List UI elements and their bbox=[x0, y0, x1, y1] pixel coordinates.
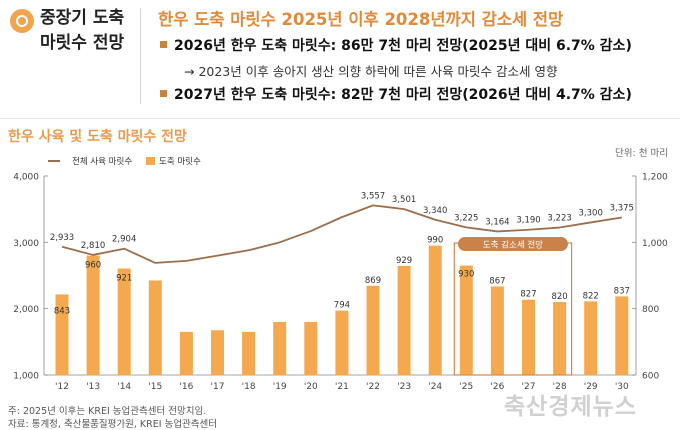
bar-label-'22: 869 bbox=[365, 276, 381, 286]
unit-label: 단위: 천 마리 bbox=[615, 148, 668, 159]
bar-'24 bbox=[428, 245, 442, 375]
vertical-divider bbox=[140, 8, 141, 104]
bar-'14 bbox=[117, 268, 131, 375]
legend-bar-swatch bbox=[146, 157, 155, 165]
bar-label-'24: 990 bbox=[427, 236, 443, 246]
x-tick-label-'29: '29 bbox=[584, 382, 598, 392]
highlight-label: 도축 감소세 전망 bbox=[483, 240, 543, 251]
bar-'19 bbox=[273, 321, 287, 375]
bar-label-'26: 867 bbox=[489, 276, 505, 286]
x-tick-label-'14: '14 bbox=[117, 382, 131, 392]
x-tick-label-'25: '25 bbox=[459, 382, 473, 392]
bar-label-'12: 843 bbox=[54, 306, 70, 316]
section-title: 중장기 도축 마릿수 전망 bbox=[40, 6, 124, 56]
bar-label-'23: 929 bbox=[396, 256, 412, 266]
line-label-'29: 3,300 bbox=[579, 208, 603, 218]
bar-'23 bbox=[397, 265, 411, 375]
bar-label-'29: 822 bbox=[583, 291, 599, 301]
headline: 한우 도축 마릿수 2025년 이후 2028년까지 감소세 전망 bbox=[158, 10, 564, 29]
line-label-'30: 3,375 bbox=[610, 203, 634, 213]
right-tick-label: 1,000 bbox=[642, 239, 668, 249]
line-label-'24: 3,340 bbox=[423, 206, 447, 216]
bar-label-'21: 794 bbox=[334, 301, 350, 311]
x-tick-label-'15: '15 bbox=[148, 382, 162, 392]
bar-'18 bbox=[242, 331, 256, 375]
left-tick-label: 3,000 bbox=[13, 239, 39, 249]
bullet-square-icon bbox=[160, 40, 167, 48]
bar-'27 bbox=[522, 299, 535, 375]
highlight-pill bbox=[457, 237, 568, 251]
bar-label-'14: 921 bbox=[116, 274, 132, 284]
footnote-2: 자료: 통계청, 축산물품질평가원, KREI 농업관측센터 bbox=[8, 419, 218, 430]
bullet-square-icon bbox=[160, 89, 167, 97]
bullet-2026-text: 2026년 한우 도축 마릿수: 86만 7천 마리 전망(2025년 대비 6… bbox=[174, 38, 632, 54]
x-tick-label-'26: '26 bbox=[490, 382, 504, 392]
left-tick-label: 4,000 bbox=[13, 173, 39, 183]
x-tick-label-'27: '27 bbox=[522, 382, 536, 392]
x-tick-label-'18: '18 bbox=[242, 382, 256, 392]
bar-label-'25: 930 bbox=[458, 270, 474, 280]
bar-'16 bbox=[179, 331, 193, 375]
x-tick-label-'30: '30 bbox=[615, 382, 629, 392]
x-tick-label-'23: '23 bbox=[397, 382, 411, 392]
bar-'17 bbox=[211, 330, 224, 375]
bar-'21 bbox=[335, 310, 349, 375]
footnote-1: 주: 2025년 이후는 KREI 농업관측센터 전망치임. bbox=[8, 406, 207, 417]
line-label-'23: 3,501 bbox=[392, 195, 416, 205]
x-tick-label-'20: '20 bbox=[304, 382, 318, 392]
line-label-'27: 3,190 bbox=[516, 216, 540, 226]
x-tick-label-'13: '13 bbox=[86, 382, 100, 392]
bar-'12 bbox=[55, 294, 69, 375]
line-label-'22: 3,557 bbox=[361, 191, 385, 201]
x-tick-label-'19: '19 bbox=[273, 382, 287, 392]
bar-label-'13: 960 bbox=[85, 261, 101, 271]
bar-'30 bbox=[615, 296, 629, 375]
line-label-'14: 2,904 bbox=[112, 235, 136, 245]
x-tick-label-'28: '28 bbox=[553, 382, 567, 392]
bar-'13 bbox=[86, 255, 100, 375]
right-tick-label: 800 bbox=[642, 305, 659, 315]
bar-'26 bbox=[490, 286, 504, 375]
left-tick-label: 1,000 bbox=[13, 372, 39, 382]
legend-bar-label: 도축 마릿수 bbox=[159, 156, 201, 167]
bar-'15 bbox=[148, 280, 162, 375]
x-tick-label-'12: '12 bbox=[55, 382, 69, 392]
line-label-'25: 3,225 bbox=[454, 213, 478, 223]
bar-'22 bbox=[366, 285, 380, 375]
right-tick-label: 1,200 bbox=[642, 173, 668, 183]
line-label-'12: 2,933 bbox=[50, 233, 74, 243]
bar-label-'30: 837 bbox=[614, 286, 630, 296]
line-total-cattle bbox=[61, 204, 622, 264]
bullet-2027: 2027년 한우 도축 마릿수: 82만 7천 마리 전망(2026년 대비 4… bbox=[160, 84, 632, 104]
line-label-'28: 3,223 bbox=[547, 214, 571, 224]
section-title-line-2: 마릿수 전망 bbox=[40, 33, 125, 53]
legend-line-label: 전체 사육 마릿수 bbox=[72, 156, 132, 167]
cow-badge-icon bbox=[10, 9, 34, 33]
bar-'25 bbox=[459, 265, 473, 375]
left-tick-label: 2,000 bbox=[13, 305, 39, 315]
bar-label-'27: 827 bbox=[520, 290, 536, 300]
line-label-'13: 2,810 bbox=[81, 241, 105, 251]
x-tick-label-'24: '24 bbox=[428, 382, 442, 392]
right-tick-label: 600 bbox=[642, 372, 659, 382]
bar-'28 bbox=[553, 302, 567, 375]
bar-'29 bbox=[584, 301, 598, 375]
bullet-2027-text: 2027년 한우 도축 마릿수: 82만 7천 마리 전망(2026년 대비 4… bbox=[174, 87, 632, 103]
chart-title: 한우 사육 및 도축 마릿수 전망 bbox=[8, 129, 187, 145]
watermark: 축산경제뉴스 bbox=[504, 394, 637, 420]
line-label-'26: 3,164 bbox=[485, 217, 509, 227]
sub-note: → 2023년 이후 송아지 생산 의향 하락에 따른 사육 마릿수 감소세 영… bbox=[184, 64, 558, 79]
bar-'20 bbox=[304, 321, 318, 375]
section-title-line-1: 중장기 도축 bbox=[40, 8, 125, 28]
x-tick-label-'21: '21 bbox=[335, 382, 349, 392]
bar-label-'28: 820 bbox=[551, 292, 567, 302]
x-tick-label-'17: '17 bbox=[211, 382, 225, 392]
x-tick-label-'22: '22 bbox=[366, 382, 380, 392]
horizontal-divider bbox=[0, 118, 680, 119]
bullet-2026: 2026년 한우 도축 마릿수: 86만 7천 마리 전망(2025년 대비 6… bbox=[160, 35, 632, 55]
x-tick-label-'16: '16 bbox=[179, 382, 193, 392]
